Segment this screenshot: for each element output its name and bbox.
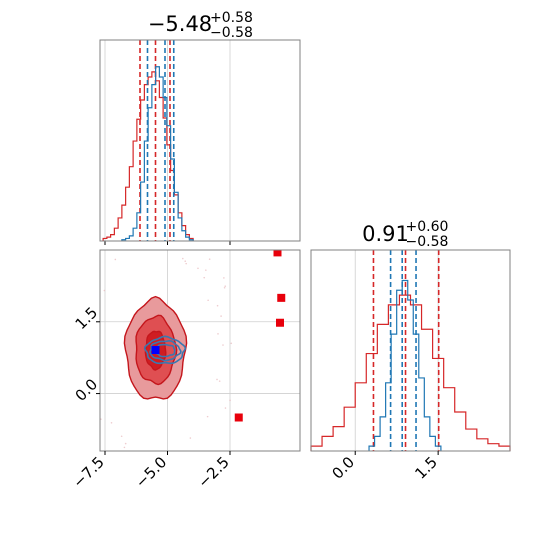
sample-point <box>95 410 97 412</box>
x-tick-label: 0.0 <box>328 453 358 483</box>
sample-point <box>83 300 85 302</box>
sample-point <box>113 460 115 462</box>
sample-point <box>206 415 209 418</box>
sample-point <box>160 218 162 220</box>
sample-point <box>197 267 199 270</box>
sample-point <box>145 223 147 225</box>
x-tick-label: −5.0 <box>132 453 170 491</box>
sample-point <box>208 258 211 260</box>
sample-point <box>170 238 172 240</box>
marginal-y-frame <box>310 249 511 452</box>
sample-point <box>223 286 226 289</box>
sample-point <box>95 409 97 411</box>
histogram-step-series-1 <box>368 279 442 451</box>
red-marker <box>277 293 286 302</box>
sample-point <box>83 342 85 344</box>
sample-point <box>114 258 117 261</box>
blue-contour-level-1 <box>149 339 182 362</box>
red-marker <box>273 250 282 257</box>
x-tick-label: 1.5 <box>411 453 441 483</box>
sample-point <box>94 345 96 347</box>
blue-marker <box>151 346 160 355</box>
histogram-step-series-0 <box>310 294 511 451</box>
sample-point <box>120 435 123 438</box>
joint-panel <box>79 218 300 472</box>
sample-point <box>217 333 219 335</box>
sample-point <box>216 304 219 307</box>
sample-point <box>223 277 225 279</box>
x-tick-label: −2.5 <box>194 453 232 491</box>
sample-point <box>92 291 94 293</box>
red-marker <box>276 318 284 327</box>
red-marker <box>234 413 243 422</box>
x-tick-label: −7.5 <box>69 453 107 491</box>
marginal-y-title: 0.91 <box>362 222 409 246</box>
sample-point <box>125 248 127 250</box>
sample-point <box>224 407 227 409</box>
marginal-x-frame <box>99 39 301 242</box>
sample-point <box>198 244 200 246</box>
sample-point <box>189 437 192 439</box>
sample-point <box>79 379 81 381</box>
sample-point <box>207 299 209 302</box>
sample-point <box>97 410 99 412</box>
sample-point <box>216 378 218 381</box>
marginal-x-panel <box>102 40 231 245</box>
sample-point <box>123 446 126 449</box>
joint-frame <box>99 249 301 452</box>
sample-point <box>203 276 206 279</box>
sample-point <box>184 260 187 263</box>
sample-point <box>205 269 207 271</box>
sample-point <box>218 380 221 382</box>
sample-point <box>193 231 195 233</box>
sample-point <box>124 442 127 445</box>
sample-point <box>230 342 233 345</box>
sample-point <box>229 399 231 402</box>
blue-contour-level-0 <box>143 335 187 365</box>
sample-point <box>91 329 93 331</box>
y-tick-label: 0.0 <box>72 375 102 405</box>
marginal-y-title-upper: +0.60 <box>406 219 449 235</box>
marginal-y-panel <box>310 250 511 451</box>
sample-point <box>110 421 113 424</box>
sample-point <box>135 470 137 472</box>
sample-point <box>87 333 89 335</box>
sample-point <box>125 466 127 468</box>
sample-point <box>224 285 227 287</box>
marginal-y-title-lower: −0.58 <box>406 234 449 250</box>
marginal-x-title-upper: +0.58 <box>210 10 253 26</box>
sample-point <box>142 234 144 236</box>
sample-point <box>124 461 126 463</box>
sample-point <box>182 257 184 260</box>
sample-point <box>185 262 187 265</box>
sample-point <box>90 348 92 350</box>
marginal-x-title: −5.48 <box>148 12 212 36</box>
sample-point <box>205 454 207 456</box>
y-tick-label: 1.5 <box>72 303 102 333</box>
sample-point <box>220 315 222 317</box>
sample-point <box>152 454 154 456</box>
sample-point <box>103 289 106 292</box>
histogram-step-series-1 <box>121 66 194 241</box>
marginal-x-title-lower: −0.58 <box>210 25 253 41</box>
sample-point <box>222 344 224 346</box>
sample-point <box>98 383 100 385</box>
